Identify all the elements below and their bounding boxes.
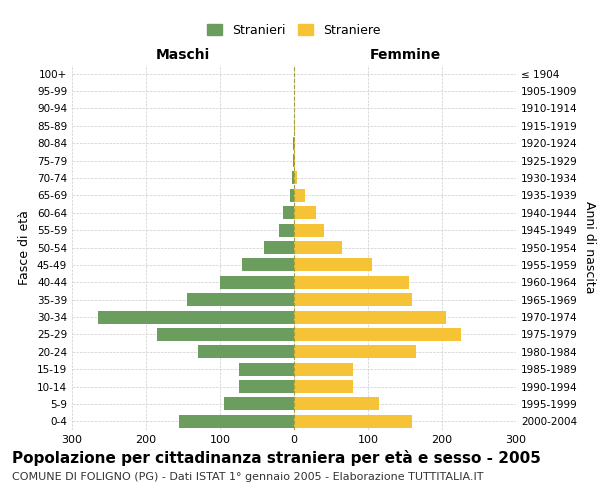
Bar [187, 293, 294, 306]
Bar [98, 310, 294, 324]
Bar [294, 293, 412, 306]
Text: Maschi: Maschi [156, 48, 210, 62]
Bar [292, 172, 294, 184]
Bar [265, 241, 294, 254]
Bar [294, 258, 372, 272]
Y-axis label: Anni di nascita: Anni di nascita [583, 201, 596, 294]
Y-axis label: Fasce di età: Fasce di età [19, 210, 31, 285]
Bar [294, 398, 379, 410]
Bar [294, 241, 342, 254]
Bar [290, 189, 294, 202]
Bar [239, 380, 294, 393]
Bar [294, 172, 297, 184]
Text: Popolazione per cittadinanza straniera per età e sesso - 2005: Popolazione per cittadinanza straniera p… [12, 450, 541, 466]
Bar [294, 328, 461, 341]
Bar [293, 136, 294, 149]
Bar [179, 415, 294, 428]
Bar [283, 206, 294, 220]
Bar [157, 328, 294, 341]
Text: Femmine: Femmine [370, 48, 440, 62]
Bar [294, 415, 412, 428]
Bar [294, 346, 416, 358]
Bar [224, 398, 294, 410]
Bar [294, 154, 295, 167]
Bar [294, 380, 353, 393]
Legend: Stranieri, Straniere: Stranieri, Straniere [203, 20, 385, 40]
Bar [198, 346, 294, 358]
Bar [294, 206, 316, 220]
Bar [294, 224, 323, 236]
Bar [220, 276, 294, 289]
Bar [294, 136, 295, 149]
Bar [294, 189, 305, 202]
Bar [294, 362, 353, 376]
Bar [239, 362, 294, 376]
Text: COMUNE DI FOLIGNO (PG) - Dati ISTAT 1° gennaio 2005 - Elaborazione TUTTITALIA.IT: COMUNE DI FOLIGNO (PG) - Dati ISTAT 1° g… [12, 472, 484, 482]
Bar [293, 154, 294, 167]
Bar [294, 310, 446, 324]
Bar [294, 120, 295, 132]
Bar [242, 258, 294, 272]
Bar [294, 276, 409, 289]
Bar [279, 224, 294, 236]
